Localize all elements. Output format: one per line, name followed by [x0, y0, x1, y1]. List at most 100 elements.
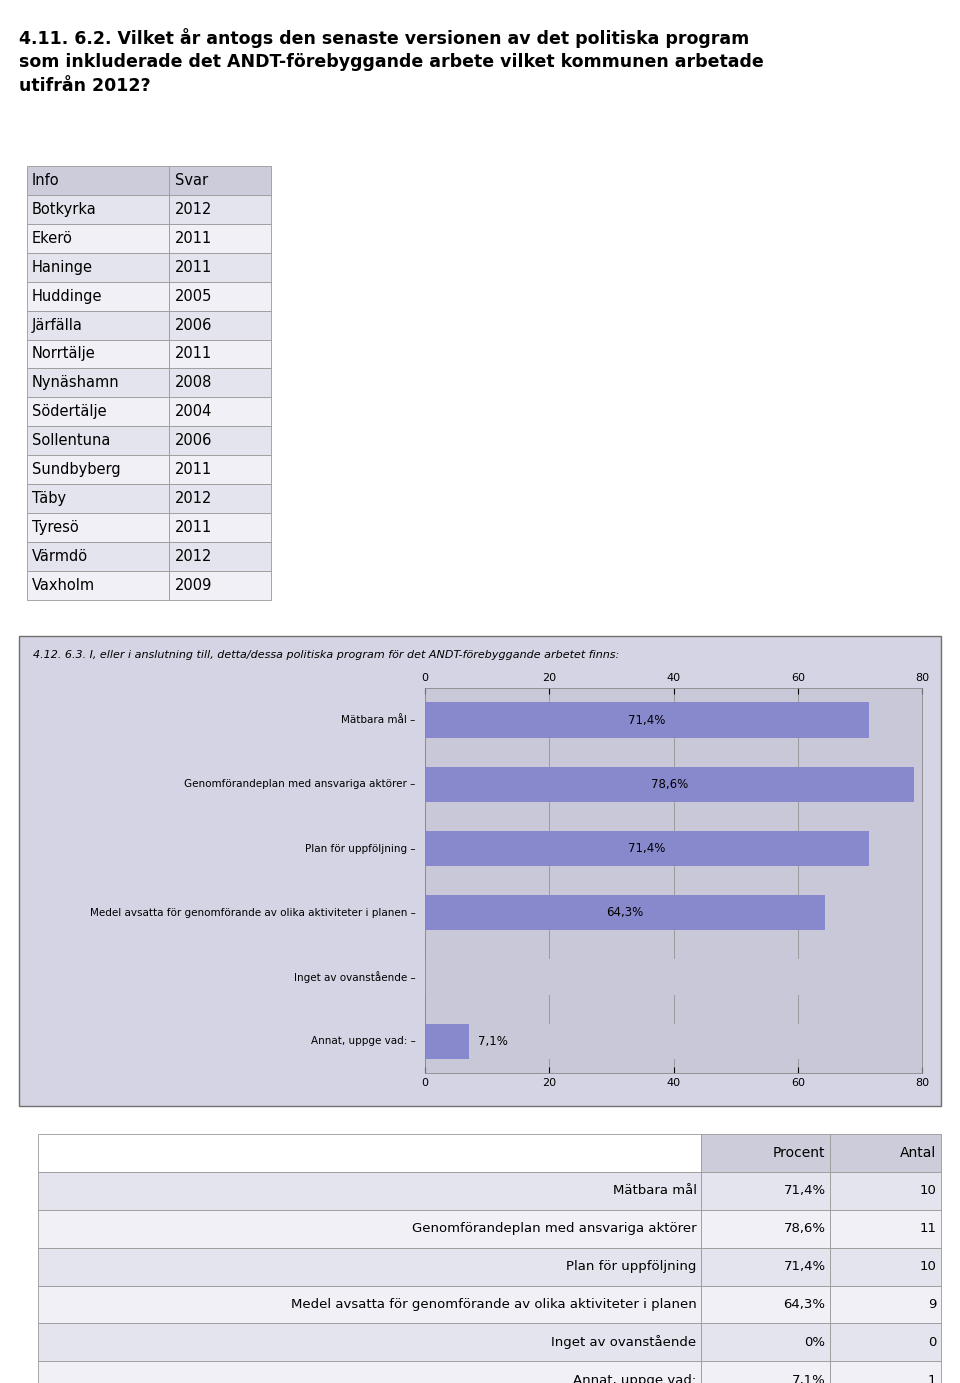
Text: Södertälje: Södertälje — [32, 404, 107, 419]
Bar — [37, 1134, 701, 1171]
Text: Plan för uppföljning: Plan för uppföljning — [566, 1260, 697, 1274]
Bar — [169, 513, 271, 542]
Text: 1: 1 — [927, 1373, 936, 1383]
Bar — [169, 224, 271, 253]
Bar — [27, 368, 169, 397]
Bar — [37, 1324, 701, 1361]
Bar — [169, 195, 271, 224]
Text: 4.12. 6.3. I, eller i anslutning till, detta/dessa politiska program för det AND: 4.12. 6.3. I, eller i anslutning till, d… — [33, 650, 619, 660]
Text: 0: 0 — [927, 1336, 936, 1348]
Text: 71,4%: 71,4% — [783, 1184, 826, 1198]
Bar — [169, 166, 271, 195]
Text: Medel avsatta för genomförande av olika aktiviteter i planen –: Medel avsatta för genomförande av olika … — [89, 907, 416, 918]
Text: 2011: 2011 — [175, 520, 212, 535]
Text: 2005: 2005 — [175, 289, 212, 304]
Bar — [169, 484, 271, 513]
Text: Mätbara mål –: Mätbara mål – — [341, 715, 416, 725]
Bar — [830, 1171, 941, 1210]
Text: 2009: 2009 — [175, 578, 212, 593]
Bar — [830, 1247, 941, 1286]
Text: Medel avsatta för genomförande av olika aktiviteter i planen: Medel avsatta för genomförande av olika … — [291, 1299, 697, 1311]
Text: 9: 9 — [927, 1299, 936, 1311]
Bar — [169, 253, 271, 282]
Text: Nynäshamn: Nynäshamn — [32, 375, 120, 390]
Text: 78,6%: 78,6% — [783, 1223, 826, 1235]
Text: Botkyrka: Botkyrka — [32, 202, 97, 217]
Text: Vaxholm: Vaxholm — [32, 578, 95, 593]
Bar — [27, 311, 169, 339]
Text: Antal: Antal — [900, 1147, 936, 1160]
Text: Järfälla: Järfälla — [32, 318, 83, 332]
Text: Norrtälje: Norrtälje — [32, 347, 96, 361]
Text: Mätbara mål: Mätbara mål — [612, 1184, 697, 1198]
Bar — [169, 426, 271, 455]
Text: Tyresö: Tyresö — [32, 520, 79, 535]
Bar — [27, 426, 169, 455]
Bar — [169, 368, 271, 397]
Bar — [27, 166, 169, 195]
Bar — [830, 1324, 941, 1361]
Bar — [169, 542, 271, 571]
Bar — [701, 1286, 830, 1324]
Text: Annat, uppge vad:: Annat, uppge vad: — [573, 1373, 697, 1383]
Text: Sollentuna: Sollentuna — [32, 433, 110, 448]
Bar — [701, 1134, 830, 1171]
Bar — [830, 1286, 941, 1324]
Text: 71,4%: 71,4% — [783, 1260, 826, 1274]
Text: 2011: 2011 — [175, 347, 212, 361]
Bar — [27, 571, 169, 600]
Bar — [830, 1361, 941, 1383]
Bar — [37, 1247, 701, 1286]
Bar — [27, 282, 169, 311]
Text: 10: 10 — [920, 1184, 936, 1198]
Text: Ekerö: Ekerö — [32, 231, 73, 246]
Text: 2011: 2011 — [175, 462, 212, 477]
Bar — [701, 1210, 830, 1247]
Text: 2011: 2011 — [175, 260, 212, 275]
Bar — [169, 311, 271, 339]
Text: Info: Info — [32, 173, 60, 188]
Text: 64,3%: 64,3% — [783, 1299, 826, 1311]
Text: Annat, uppge vad: –: Annat, uppge vad: – — [311, 1036, 416, 1047]
Text: 2012: 2012 — [175, 202, 212, 217]
Text: 2012: 2012 — [175, 491, 212, 506]
Text: 2011: 2011 — [175, 231, 212, 246]
Bar — [37, 1286, 701, 1324]
Bar — [37, 1171, 701, 1210]
Text: Sundbyberg: Sundbyberg — [32, 462, 121, 477]
Text: 4.11. 6.2. Vilket år antogs den senaste versionen av det politiska program
som i: 4.11. 6.2. Vilket år antogs den senaste … — [19, 28, 764, 95]
Bar — [37, 1210, 701, 1247]
Text: Inget av ovanstående: Inget av ovanstående — [551, 1336, 697, 1350]
Text: Genomförandeplan med ansvariga aktörer –: Genomförandeplan med ansvariga aktörer – — [184, 779, 416, 790]
Bar — [169, 571, 271, 600]
Bar — [27, 339, 169, 368]
Bar — [701, 1324, 830, 1361]
Text: 2006: 2006 — [175, 318, 212, 332]
Bar — [27, 542, 169, 571]
Text: Procent: Procent — [773, 1147, 826, 1160]
Bar — [27, 397, 169, 426]
Bar — [701, 1171, 830, 1210]
Text: Huddinge: Huddinge — [32, 289, 103, 304]
Bar — [27, 455, 169, 484]
Text: 2008: 2008 — [175, 375, 212, 390]
Bar — [37, 1361, 701, 1383]
Text: 0%: 0% — [804, 1336, 826, 1348]
Bar — [169, 339, 271, 368]
Text: Plan för uppföljning –: Plan för uppföljning – — [305, 844, 416, 853]
Text: Genomförandeplan med ansvariga aktörer: Genomförandeplan med ansvariga aktörer — [412, 1223, 697, 1235]
Bar — [830, 1134, 941, 1171]
Bar — [27, 484, 169, 513]
Text: 7,1%: 7,1% — [792, 1373, 826, 1383]
Text: 2012: 2012 — [175, 549, 212, 564]
Text: 2004: 2004 — [175, 404, 212, 419]
Bar — [27, 195, 169, 224]
Text: 11: 11 — [919, 1223, 936, 1235]
Text: Värmdö: Värmdö — [32, 549, 88, 564]
Bar — [169, 397, 271, 426]
Bar — [830, 1210, 941, 1247]
Bar — [27, 513, 169, 542]
Text: Inget av ovanstående –: Inget av ovanstående – — [294, 971, 416, 983]
Text: Haninge: Haninge — [32, 260, 93, 275]
Text: Täby: Täby — [32, 491, 66, 506]
